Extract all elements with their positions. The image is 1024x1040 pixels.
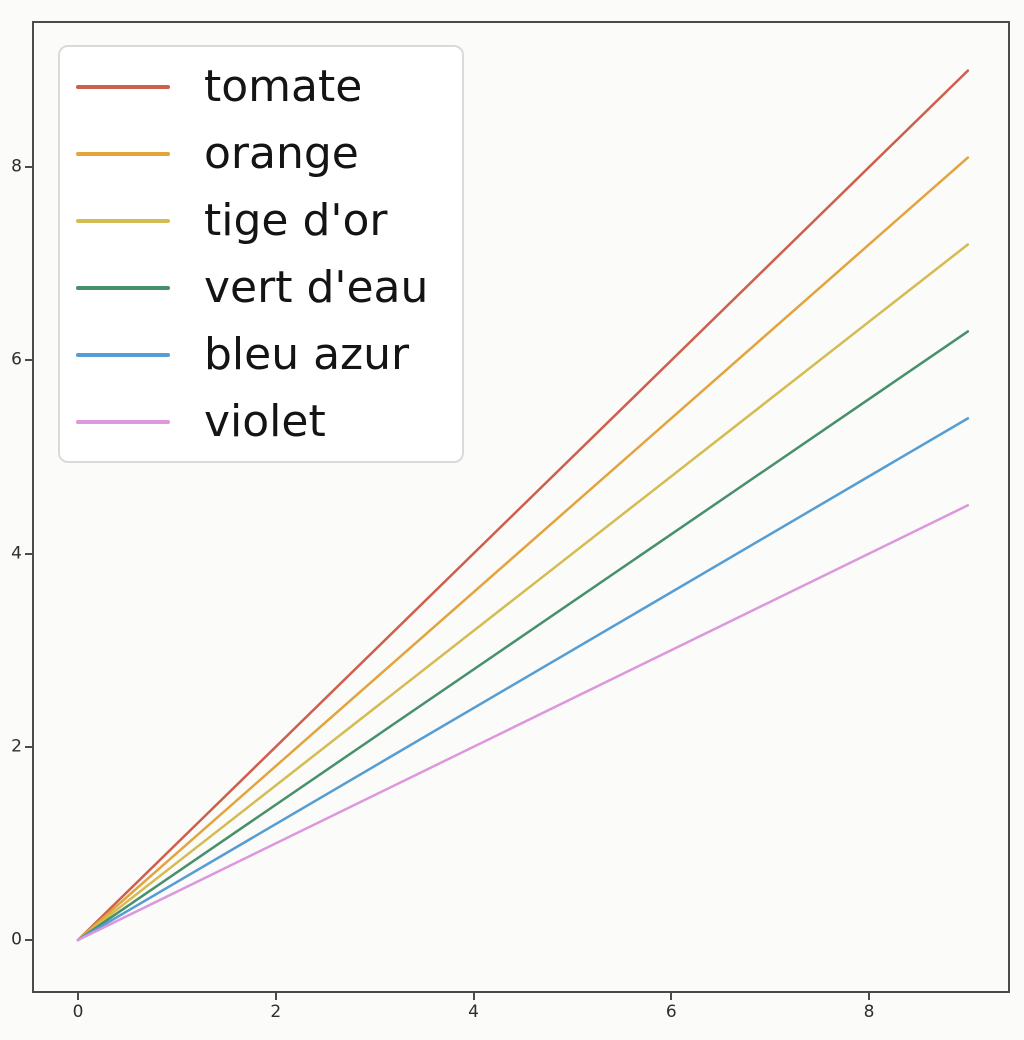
x-tick-label: 4 xyxy=(468,1002,479,1022)
plot-lines-canvas xyxy=(76,69,970,942)
y-tick-mark xyxy=(25,745,32,748)
x-tick-mark xyxy=(472,993,475,1000)
x-tick-mark xyxy=(77,993,79,1000)
legend-item: tige d'or xyxy=(76,187,446,254)
legend-swatch-line xyxy=(76,151,170,156)
x-tick-label: 0 xyxy=(72,1002,84,1022)
series-line-2 xyxy=(76,156,970,942)
x-tick-label: 2 xyxy=(270,1002,282,1022)
y-tick-mark xyxy=(25,552,32,555)
y-tick-mark xyxy=(25,939,32,941)
legend-item: orange xyxy=(76,120,446,187)
y-tick-mark xyxy=(25,166,32,169)
legend-label: tige d'or xyxy=(204,194,388,246)
y-tick-label: 4 xyxy=(11,543,22,564)
legend-item: tomate xyxy=(76,53,446,120)
x-tick-mark xyxy=(274,993,277,1000)
legend-swatch-line xyxy=(76,285,170,290)
legend-item: violet xyxy=(76,388,446,455)
legend-swatch-line xyxy=(76,218,170,223)
legend-swatch-line xyxy=(76,419,170,424)
x-tick-mark xyxy=(868,993,870,1000)
series-line-1 xyxy=(76,69,970,942)
legend: tomate orange tige d'or vert d'eau bleu azur… xyxy=(58,45,464,463)
legend-label: violet xyxy=(204,395,326,447)
x-tick-label: 8 xyxy=(863,1002,875,1022)
legend-swatch-line xyxy=(76,352,170,357)
y-tick-label: 0 xyxy=(11,929,22,950)
plot-area: tomate orange tige d'or vert d'eau bleu azur… xyxy=(32,21,1010,993)
series-line-5 xyxy=(76,417,970,942)
legend-label: orange xyxy=(204,127,359,179)
legend-swatch-line xyxy=(76,84,170,89)
y-tick-label: 6 xyxy=(11,349,22,370)
legend-label: tomate xyxy=(204,60,363,112)
y-tick-label: 2 xyxy=(11,736,22,757)
series-line-4 xyxy=(76,330,970,942)
x-tick-label: 6 xyxy=(665,1002,677,1022)
legend-item: bleu azur xyxy=(76,321,446,388)
legend-label: vert d'eau xyxy=(204,261,429,313)
series-line-3 xyxy=(76,243,970,942)
y-tick-mark xyxy=(25,359,32,362)
legend-item: vert d'eau xyxy=(76,254,446,321)
y-tick-label: 8 xyxy=(11,156,22,177)
series-line-6 xyxy=(76,504,970,942)
legend-label: bleu azur xyxy=(204,328,410,380)
x-tick-mark xyxy=(670,993,673,1000)
